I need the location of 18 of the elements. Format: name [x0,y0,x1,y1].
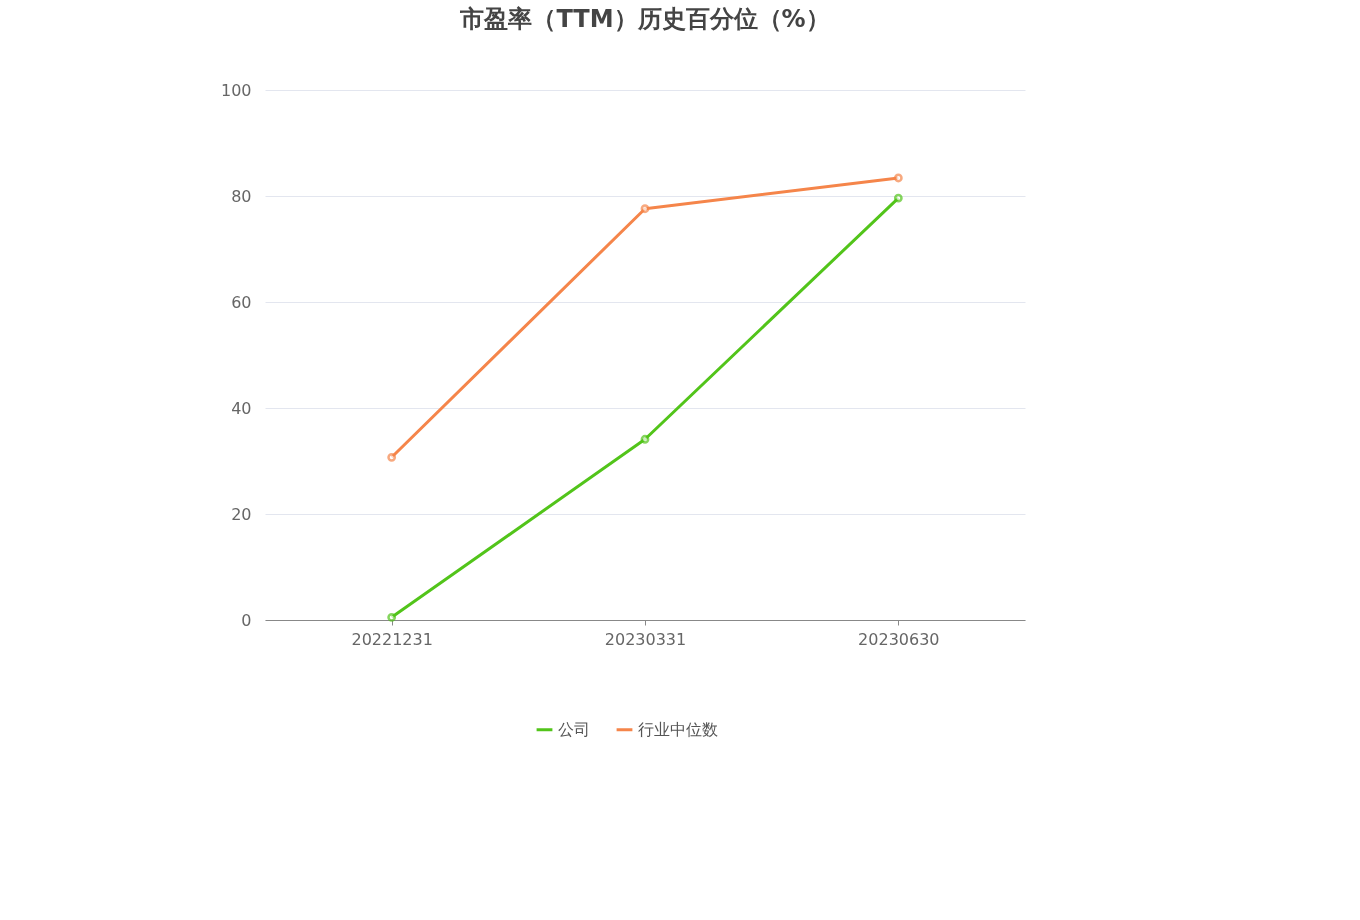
point [387,612,397,622]
point [640,434,650,444]
legend-label: 公司 [558,719,590,739]
x-tick-label: 20221231 [351,629,433,649]
point [640,204,650,214]
y-tick-label: 20 [231,504,252,524]
x-tick-label: 20230630 [858,629,940,649]
point [893,193,903,203]
y-tick-label: 100 [220,80,252,100]
y-tick-label: 60 [231,292,252,312]
x-tick-label: 20230331 [604,629,687,649]
y-tick-label: 40 [231,398,252,418]
point [893,173,903,183]
y-tick-label: 80 [231,186,252,206]
legend-label: 行业中位数 [638,719,718,739]
chart-title: 市盈率（TTM）历史百分位（%） [459,5,830,33]
y-tick-label: 0 [241,610,252,630]
point [387,452,397,462]
